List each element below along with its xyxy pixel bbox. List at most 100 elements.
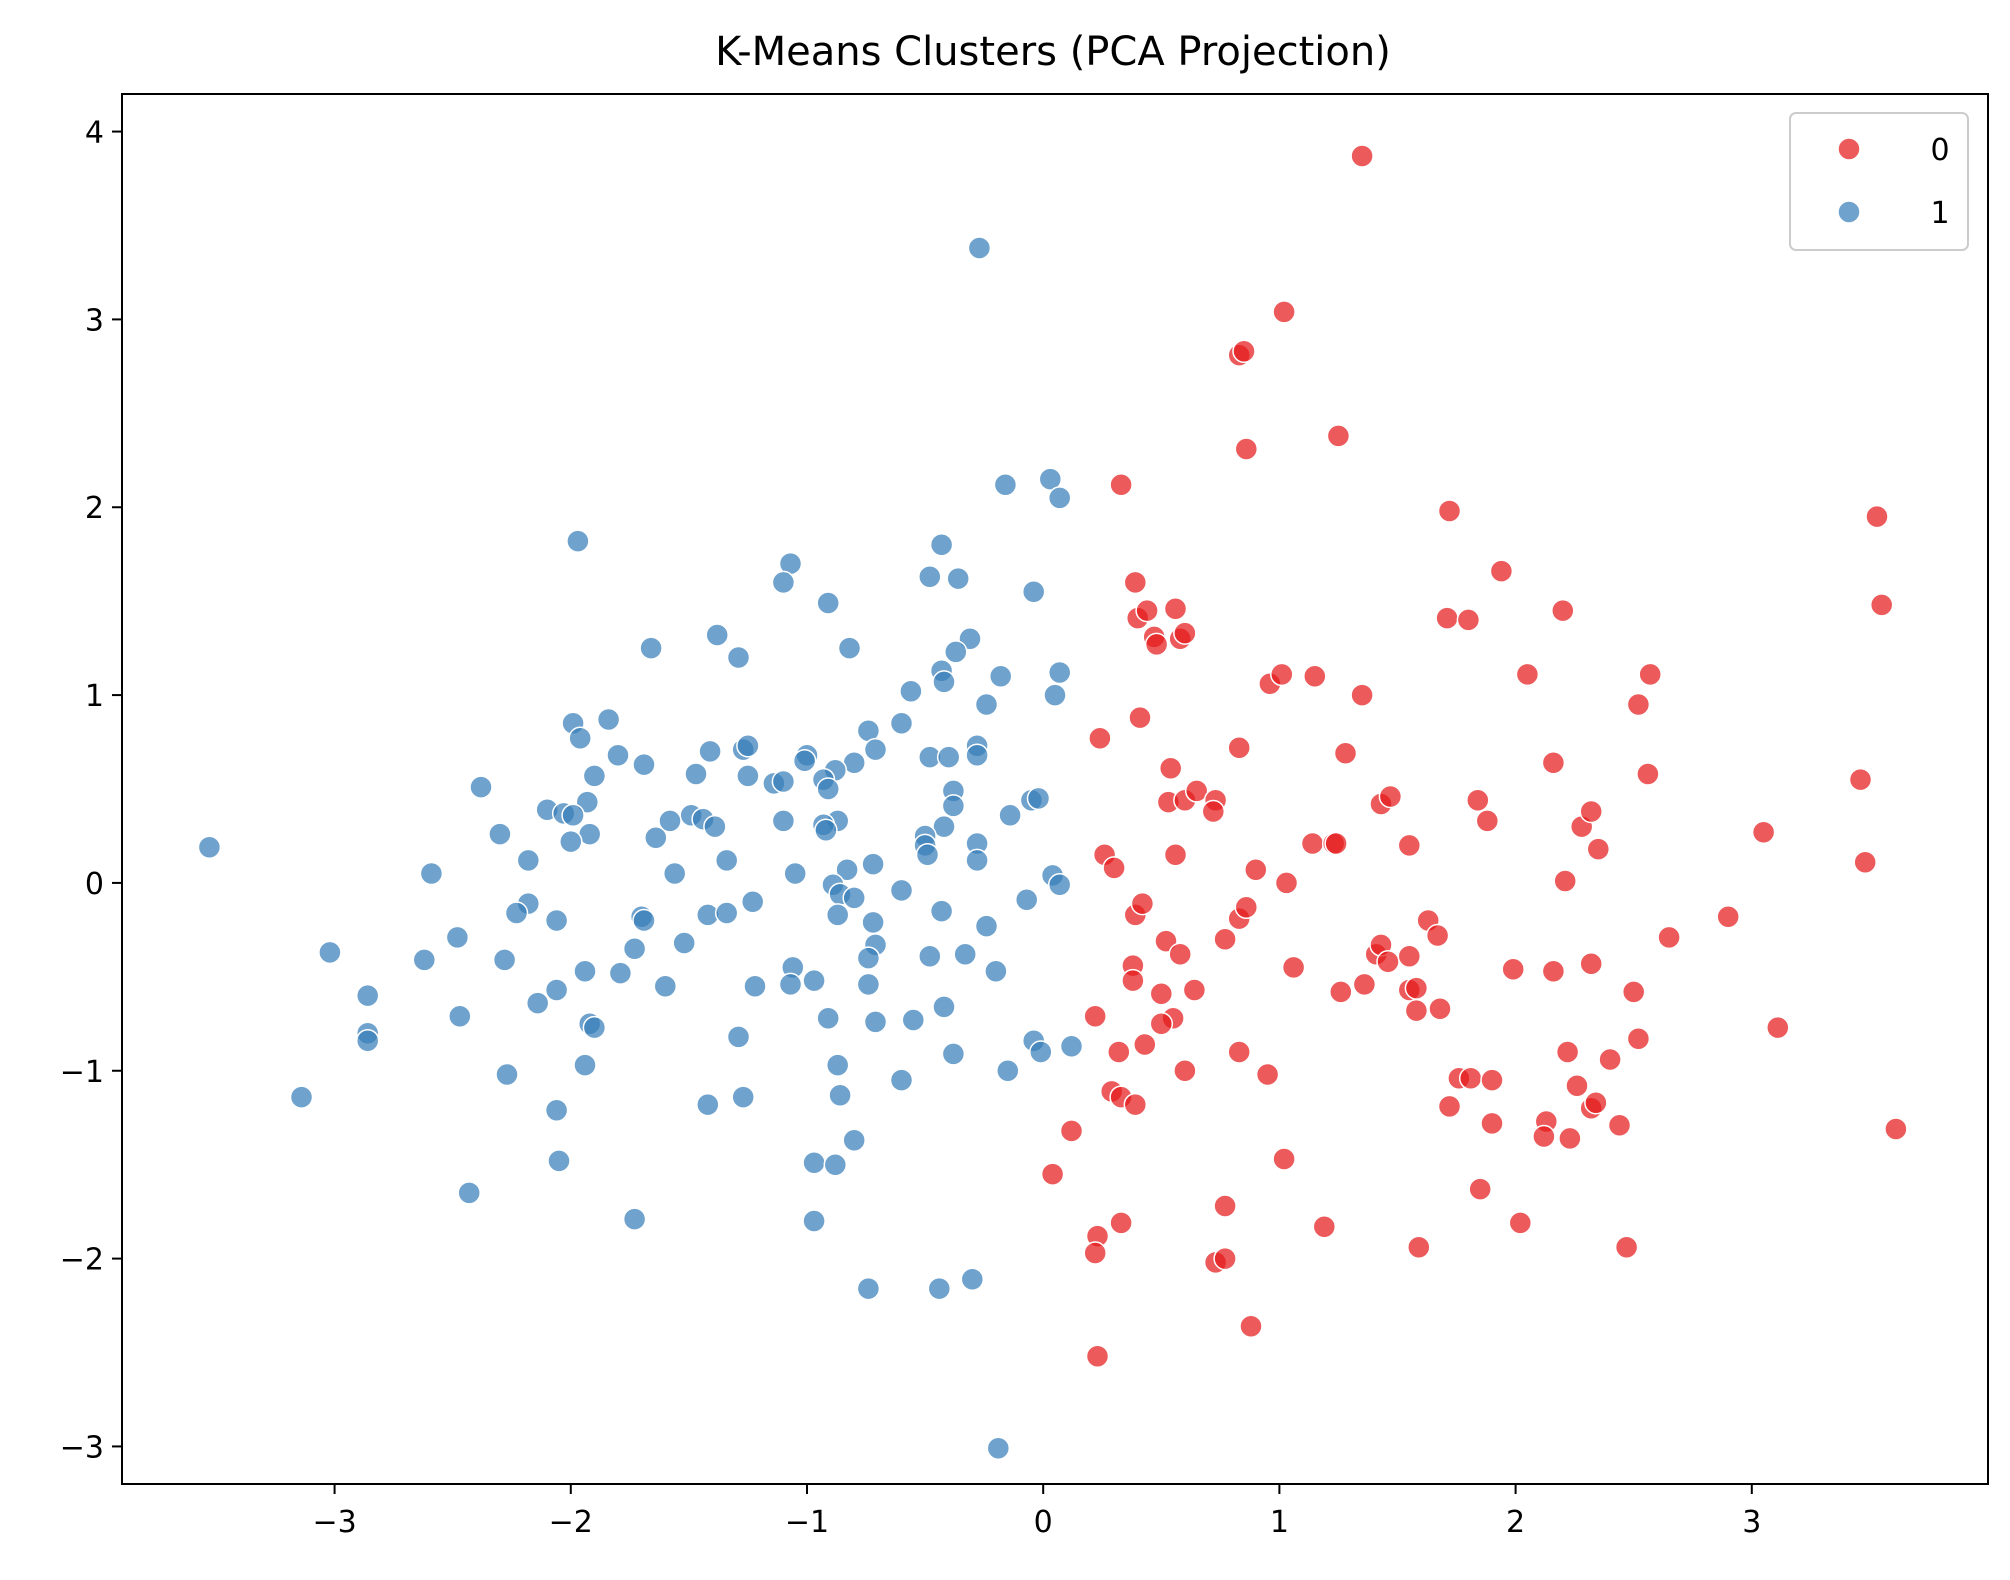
point-cluster-0-90	[1621, 980, 1646, 1004]
point-cluster-1-8	[946, 566, 970, 591]
point-cluster-1-142	[573, 1053, 597, 1077]
point-cluster-0-26	[1515, 662, 1540, 687]
point-cluster-1-71	[703, 814, 727, 839]
point-cluster-1-66	[814, 818, 838, 843]
point-cluster-1-126	[355, 983, 380, 1008]
point-cluster-1-158	[802, 1209, 826, 1233]
point-cluster-1-148	[696, 1092, 720, 1117]
point-cluster-0-70	[1168, 942, 1192, 967]
point-cluster-1-21	[1047, 660, 1072, 685]
y-tick-label: 3	[85, 303, 104, 338]
point-cluster-1-10	[1021, 580, 1046, 604]
point-cluster-1-23	[899, 679, 923, 704]
point-cluster-1-106	[445, 925, 470, 950]
point-cluster-0-67	[1657, 925, 1681, 950]
point-cluster-0-132	[1213, 1246, 1237, 1271]
point-cluster-1-16	[944, 640, 968, 664]
point-cluster-0-81	[1541, 959, 1566, 983]
point-cluster-0-14	[1163, 596, 1188, 621]
point-cluster-1-117	[573, 959, 597, 983]
point-cluster-1-92	[842, 886, 866, 910]
point-cluster-1-151	[544, 1098, 569, 1122]
point-cluster-0-78	[1281, 955, 1306, 980]
point-cluster-0-104	[1458, 1066, 1483, 1091]
point-cluster-1-155	[823, 1152, 848, 1177]
point-cluster-1-115	[918, 944, 942, 968]
point-cluster-1-94	[740, 889, 765, 914]
point-cluster-0-35	[1848, 767, 1873, 792]
point-cluster-0-55	[1397, 833, 1422, 858]
point-cluster-0-19	[1435, 606, 1459, 630]
point-cluster-0-58	[1244, 858, 1268, 882]
point-cluster-1-56	[1026, 786, 1051, 811]
point-cluster-1-87	[1047, 873, 1072, 897]
point-cluster-0-33	[1541, 750, 1566, 775]
legend-label-0: 0	[1930, 133, 1949, 168]
legend-marker-0	[1837, 137, 1861, 161]
point-cluster-0-27	[1638, 662, 1662, 687]
point-cluster-1-0	[967, 236, 992, 260]
point-cluster-1-31	[736, 734, 760, 758]
point-cluster-1-129	[448, 1004, 472, 1029]
point-cluster-1-53	[684, 762, 708, 786]
point-cluster-0-56	[1586, 837, 1611, 861]
point-cluster-1-4	[566, 529, 590, 553]
point-cluster-0-74	[1376, 950, 1400, 974]
point-cluster-1-150	[828, 1083, 852, 1107]
point-cluster-0-21	[1551, 598, 1575, 623]
point-cluster-0-129	[1614, 1235, 1639, 1260]
point-cluster-1-122	[743, 974, 767, 998]
point-cluster-1-156	[457, 1181, 481, 1205]
point-cluster-0-79	[1352, 972, 1377, 997]
point-cluster-0-32	[1333, 741, 1358, 766]
point-cluster-0-3	[1232, 339, 1256, 364]
point-cluster-1-100	[714, 901, 739, 925]
point-cluster-1-12	[705, 623, 729, 647]
point-cluster-0-94	[1133, 1032, 1157, 1057]
point-cluster-0-23	[1270, 662, 1294, 687]
point-cluster-1-111	[856, 946, 881, 970]
point-cluster-0-18	[1173, 621, 1197, 645]
point-cluster-0-13	[1135, 598, 1159, 623]
point-cluster-1-105	[974, 914, 999, 938]
point-cluster-0-82	[1579, 951, 1603, 976]
point-cluster-1-82	[662, 861, 687, 886]
point-cluster-0-130	[1083, 1241, 1107, 1265]
point-cluster-0-117	[1607, 1113, 1632, 1137]
point-cluster-1-67	[932, 814, 956, 839]
point-cluster-1-72	[644, 826, 668, 850]
point-cluster-1-46	[469, 775, 493, 799]
point-cluster-1-40	[792, 749, 817, 773]
point-cluster-0-34	[1636, 762, 1660, 786]
point-cluster-0-85	[1329, 980, 1353, 1004]
point-cluster-0-36	[1158, 756, 1183, 781]
plot-frame	[121, 93, 1989, 1485]
point-cluster-1-160	[856, 1276, 881, 1301]
point-cluster-0-57	[1853, 850, 1877, 875]
point-cluster-1-45	[582, 764, 607, 788]
point-cluster-1-125	[544, 978, 569, 1002]
point-cluster-0-25	[1350, 683, 1374, 707]
point-cluster-0-6	[1109, 472, 1133, 497]
point-cluster-0-109	[1123, 1092, 1148, 1117]
point-cluster-0-41	[1201, 799, 1226, 824]
point-cluster-0-93	[1149, 1012, 1174, 1036]
x-tick-label: −2	[549, 1505, 593, 1540]
point-cluster-0-20	[1456, 608, 1481, 632]
point-cluster-0-96	[1227, 1040, 1251, 1064]
point-cluster-0-7	[1437, 499, 1462, 523]
point-cluster-0-105	[1480, 1068, 1504, 1092]
point-cluster-0-91	[1083, 1004, 1107, 1029]
point-cluster-0-123	[1213, 1194, 1237, 1218]
point-cluster-0-66	[1425, 923, 1450, 948]
point-cluster-0-45	[1475, 809, 1500, 833]
point-cluster-1-112	[412, 948, 437, 972]
y-tick-label: 4	[85, 116, 104, 151]
point-cluster-1-36	[606, 743, 630, 767]
point-cluster-0-119	[1059, 1119, 1084, 1143]
point-cluster-0-43	[1378, 784, 1403, 809]
point-cluster-1-132	[901, 1008, 926, 1032]
point-cluster-1-68	[998, 803, 1022, 828]
point-cluster-1-157	[622, 1207, 647, 1231]
